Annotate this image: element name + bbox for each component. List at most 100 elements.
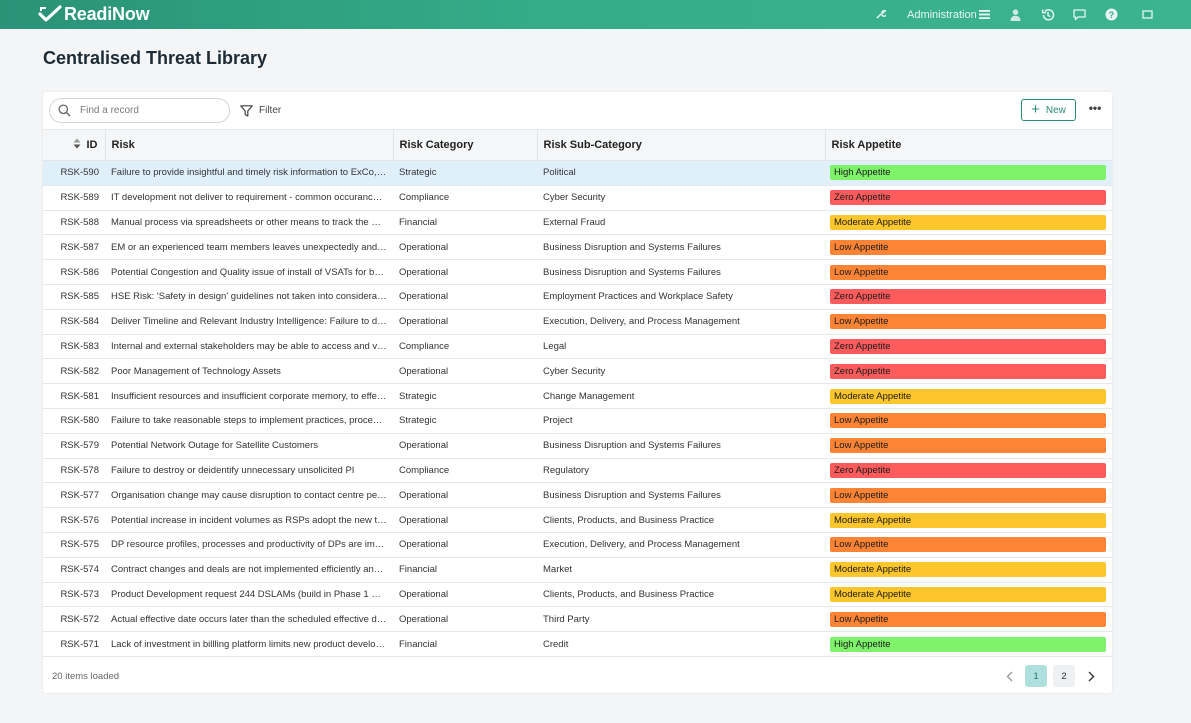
- items-loaded-status: 20 items loaded: [52, 671, 120, 682]
- table-row[interactable]: RSK-574 Contract changes and deals are no…: [43, 557, 1112, 583]
- appetite-badge: Zero Appetite: [830, 289, 1106, 305]
- table-row[interactable]: RSK-587 EM or an experienced team members…: [43, 234, 1112, 261]
- cell-risk-sub-category: Clients, Products, and Business Practice: [537, 582, 825, 608]
- table-row[interactable]: RSK-581 Insufficient resources and insuff…: [43, 383, 1112, 409]
- cell-id: RSK-580: [43, 408, 105, 434]
- cell-risk-category: Strategic: [393, 408, 537, 434]
- cell-risk-appetite: Low Appetite: [825, 482, 1112, 509]
- page-1-button[interactable]: 1: [1025, 665, 1047, 687]
- appetite-badge: Low Appetite: [830, 413, 1106, 429]
- cell-risk: DP resource profiles, processes and prod…: [105, 532, 393, 558]
- table-row[interactable]: RSK-577 Organisation change may cause dis…: [43, 482, 1112, 509]
- cell-risk-sub-category: External Fraud: [537, 210, 825, 236]
- appetite-badge: High Appetite: [830, 636, 1106, 652]
- table-row[interactable]: RSK-589 IT development not deliver to req…: [43, 185, 1112, 211]
- page-2-button[interactable]: 2: [1053, 665, 1075, 687]
- cell-id: RSK-571: [43, 631, 105, 657]
- filter-label: Filter: [259, 105, 282, 116]
- appetite-badge: Moderate Appetite: [830, 586, 1106, 602]
- user-icon[interactable]: [1008, 7, 1023, 22]
- table-row[interactable]: RSK-588 Manual process via spreadsheets o…: [43, 210, 1112, 236]
- cell-risk-appetite: High Appetite: [825, 160, 1112, 186]
- cell-risk-category: Compliance: [393, 185, 537, 211]
- new-record-button[interactable]: + New: [1021, 99, 1076, 121]
- records-table: ID Risk Risk Category Risk Sub-Category …: [43, 129, 1112, 657]
- cell-risk-appetite: Low Appetite: [825, 259, 1112, 285]
- filter-icon: [240, 104, 253, 117]
- cell-risk-category: Financial: [393, 557, 537, 583]
- cell-risk-sub-category: Cyber Security: [537, 185, 825, 211]
- table-row[interactable]: RSK-575 DP resource profiles, processes a…: [43, 532, 1112, 558]
- table-row[interactable]: RSK-585 HSE Risk: 'Safety in design' guid…: [43, 284, 1112, 310]
- cell-risk: Failure to take reasonable steps to impl…: [105, 408, 393, 434]
- appetite-badge: Low Appetite: [830, 487, 1106, 503]
- cell-risk: HSE Risk: 'Safety in design' guidelines …: [105, 284, 393, 310]
- cell-risk-category: Operational: [393, 582, 537, 608]
- cell-risk-category: Strategic: [393, 160, 537, 186]
- filter-button[interactable]: Filter: [240, 102, 281, 119]
- table-row[interactable]: RSK-584 Deliver Timeline and Relevant Ind…: [43, 309, 1112, 335]
- column-header-risk-category[interactable]: Risk Category: [393, 129, 538, 161]
- appetite-badge: Zero Appetite: [830, 338, 1106, 354]
- column-header-risk-appetite[interactable]: Risk Appetite: [825, 129, 1112, 161]
- appetite-badge: Zero Appetite: [830, 363, 1106, 379]
- readinow-logo[interactable]: ReadiNow: [38, 3, 150, 24]
- previous-page-icon[interactable]: [1001, 665, 1017, 687]
- table-row[interactable]: RSK-580 Failure to take reasonable steps …: [43, 408, 1112, 434]
- cell-risk-appetite: Moderate Appetite: [825, 582, 1112, 608]
- table-row[interactable]: RSK-583 Internal and external stakeholder…: [43, 334, 1112, 360]
- appetite-badge: Low Appetite: [830, 611, 1106, 627]
- table-body: RSK-590 Failure to provide insightful and…: [43, 160, 1112, 657]
- help-icon[interactable]: ?: [1104, 7, 1119, 22]
- table-row[interactable]: RSK-576 Potential increase in incident vo…: [43, 507, 1112, 533]
- cell-risk-appetite: Low Appetite: [825, 309, 1112, 335]
- cell-risk-appetite: Zero Appetite: [825, 284, 1112, 310]
- cell-id: RSK-572: [43, 606, 105, 633]
- history-icon[interactable]: [1040, 7, 1055, 22]
- search-box[interactable]: [49, 98, 230, 123]
- cell-risk: Insufficient resources and insufficient …: [105, 383, 393, 409]
- more-options-icon[interactable]: •••: [1088, 101, 1102, 115]
- cell-risk-sub-category: Clients, Products, and Business Practice: [537, 507, 825, 533]
- cell-risk-appetite: Zero Appetite: [825, 185, 1112, 211]
- brand-name: ReadiNow: [64, 3, 150, 24]
- cell-id: RSK-577: [43, 482, 105, 509]
- table-row[interactable]: RSK-586 Potential Congestion and Quality …: [43, 259, 1112, 285]
- column-header-id[interactable]: ID: [43, 129, 106, 161]
- wrench-icon[interactable]: [873, 7, 888, 22]
- sort-icon[interactable]: [73, 138, 81, 152]
- table-row[interactable]: RSK-572 Actual effective date occurs late…: [43, 606, 1112, 633]
- cell-risk-sub-category: Credit: [537, 631, 825, 657]
- cell-risk-sub-category: Business Disruption and Systems Failures: [537, 433, 825, 459]
- table-row[interactable]: RSK-582 Poor Management of Technology Ass…: [43, 358, 1112, 385]
- table-row[interactable]: RSK-571 Lack of investment in billling pl…: [43, 631, 1112, 657]
- column-header-risk[interactable]: Risk: [105, 129, 394, 161]
- search-icon: [58, 104, 71, 122]
- next-page-icon[interactable]: [1083, 665, 1099, 687]
- column-header-risk-sub-category[interactable]: Risk Sub-Category: [537, 129, 826, 161]
- cell-risk-category: Operational: [393, 433, 537, 459]
- cell-id: RSK-575: [43, 532, 105, 558]
- table-row[interactable]: RSK-590 Failure to provide insightful and…: [43, 160, 1112, 186]
- cell-risk: Failure to provide insightful and timely…: [105, 160, 393, 186]
- menu-icon[interactable]: [977, 7, 992, 22]
- cell-risk-category: Operational: [393, 309, 537, 335]
- cell-risk: EM or an experienced team members leaves…: [105, 234, 393, 261]
- appetite-badge: Low Appetite: [830, 537, 1106, 553]
- cell-risk: Failure to destroy or deidentify unneces…: [105, 458, 393, 484]
- table-row[interactable]: RSK-578 Failure to destroy or deidentify …: [43, 458, 1112, 484]
- chat-icon[interactable]: [1072, 7, 1087, 22]
- cell-risk-appetite: Moderate Appetite: [825, 557, 1112, 583]
- table-row[interactable]: RSK-573 Product Development request 244 D…: [43, 582, 1112, 608]
- fullscreen-icon[interactable]: [1140, 7, 1155, 22]
- administration-menu[interactable]: Administration: [907, 9, 977, 21]
- cell-risk-appetite: Moderate Appetite: [825, 383, 1112, 409]
- cell-id: RSK-573: [43, 582, 105, 608]
- appetite-badge: Zero Appetite: [830, 462, 1106, 478]
- appetite-badge: Moderate Appetite: [830, 214, 1106, 230]
- appetite-badge: Zero Appetite: [830, 190, 1106, 206]
- table-row[interactable]: RSK-579 Potential Network Outage for Sate…: [43, 433, 1112, 459]
- cell-risk-appetite: Low Appetite: [825, 234, 1112, 261]
- cell-risk-sub-category: Cyber Security: [537, 358, 825, 385]
- search-input[interactable]: [80, 103, 225, 118]
